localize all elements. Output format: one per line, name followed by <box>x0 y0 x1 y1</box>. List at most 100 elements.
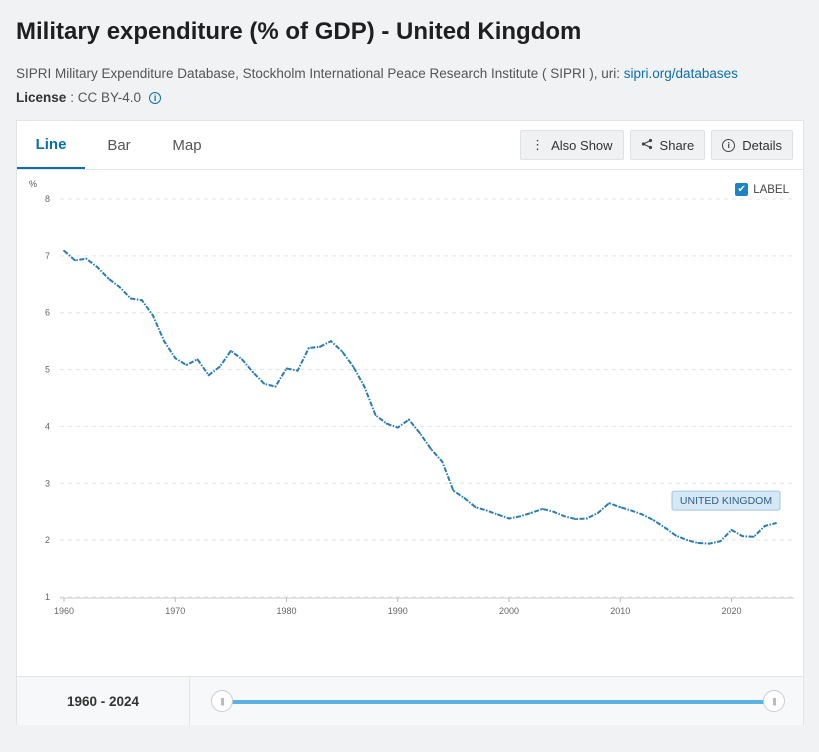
data-point <box>619 506 622 509</box>
x-tick-label: 2020 <box>721 606 741 616</box>
data-point <box>252 371 255 374</box>
data-point <box>118 286 121 289</box>
y-tick-label: 2 <box>45 535 50 545</box>
data-point <box>285 367 288 370</box>
tab-bar[interactable]: Bar <box>107 136 131 154</box>
view-tabs: Line Bar Map <box>17 121 221 169</box>
data-point <box>107 277 110 280</box>
chart-card: Line Bar Map ⋮ Also Show Share i Details… <box>16 120 804 725</box>
data-point <box>263 382 266 385</box>
data-point <box>674 534 677 537</box>
data-point <box>185 364 188 366</box>
also-show-button[interactable]: ⋮ Also Show <box>520 130 624 160</box>
data-point <box>563 515 566 518</box>
info-circle-icon: i <box>722 138 736 152</box>
data-point <box>385 422 388 425</box>
data-point <box>663 526 666 529</box>
data-point <box>218 365 221 368</box>
y-tick-label: 5 <box>45 365 50 375</box>
data-point <box>530 511 533 514</box>
source-link[interactable]: sipri.org/databases <box>623 66 738 81</box>
data-point <box>419 432 421 435</box>
checkbox-checked-icon[interactable]: ✔ <box>735 183 749 196</box>
data-point <box>519 515 522 518</box>
data-point <box>585 517 588 520</box>
data-point <box>74 259 77 262</box>
range-footer: 1960 - 2024 ||| ||| <box>17 676 803 725</box>
year-range-label: 1960 - 2024 <box>17 677 190 725</box>
data-point <box>552 510 555 513</box>
data-point <box>597 511 599 514</box>
data-point <box>508 517 510 520</box>
data-point <box>430 448 433 451</box>
x-tick-label: 1980 <box>276 606 296 616</box>
y-tick-label: 6 <box>45 308 50 318</box>
data-point <box>697 542 700 544</box>
kebab-menu-icon: ⋮ <box>531 137 545 152</box>
share-label: Share <box>659 137 695 153</box>
series-label-box <box>671 490 781 511</box>
tab-map[interactable]: Map <box>172 136 202 154</box>
chart-actions: ⋮ Also Show Share i Details <box>520 130 793 160</box>
data-point <box>307 347 310 349</box>
data-point <box>140 299 143 302</box>
share-button[interactable]: Share <box>629 130 706 160</box>
data-point <box>374 414 377 416</box>
source-line: SIPRI Military Expenditure Database, Sto… <box>16 66 738 81</box>
data-point <box>708 542 711 545</box>
data-point <box>330 340 332 343</box>
data-point <box>207 374 210 377</box>
range-slider-end-handle[interactable]: ||| <box>763 690 785 712</box>
data-point <box>719 540 722 543</box>
data-point <box>608 502 611 505</box>
also-show-label: Also Show <box>551 137 613 153</box>
license-label: License <box>16 90 67 105</box>
data-point <box>229 349 232 352</box>
tab-divider <box>17 169 803 170</box>
details-button[interactable]: i Details <box>711 130 793 160</box>
data-point <box>641 513 644 516</box>
tab-line[interactable]: Line <box>17 121 85 169</box>
data-point <box>318 345 321 348</box>
data-point <box>352 365 355 368</box>
range-slider-start-handle[interactable]: ||| <box>211 690 233 712</box>
data-point <box>296 369 299 372</box>
x-tick-label: 1990 <box>388 606 408 616</box>
x-tick-label: 2010 <box>610 606 630 616</box>
y-tick-label: 7 <box>45 251 50 261</box>
line-chart: % 1 2 3 4 5 6 7 8 1960 1970 1980 1990 2000 2010 2020 UNI… <box>29 179 794 616</box>
data-point <box>686 539 688 542</box>
series-line-united-kingdom <box>63 249 777 545</box>
license-line: License : CC BY-4.0 i <box>16 90 162 105</box>
y-tick-label: 1 <box>45 592 50 602</box>
data-point <box>452 489 455 492</box>
data-point <box>763 525 766 527</box>
data-point <box>85 257 88 260</box>
label-toggle[interactable]: ✔ LABEL <box>735 183 789 196</box>
source-text: SIPRI Military Expenditure Database, Sto… <box>16 66 624 81</box>
data-point <box>652 519 655 522</box>
x-tick-label: 1970 <box>165 606 185 616</box>
details-label: Details <box>742 137 782 153</box>
data-point <box>730 529 733 531</box>
share-icon <box>641 138 653 153</box>
y-tick-label: 3 <box>45 478 50 488</box>
data-point <box>496 513 499 516</box>
data-point <box>63 249 65 252</box>
range-slider-track[interactable] <box>222 700 775 704</box>
data-point <box>407 418 410 421</box>
data-point <box>129 297 132 300</box>
x-tick-label: 2000 <box>499 606 519 616</box>
data-point <box>574 518 577 521</box>
data-point <box>341 350 344 353</box>
y-tick-label: 8 <box>45 194 50 204</box>
data-point <box>630 509 633 512</box>
y-tick-label: 4 <box>45 421 50 431</box>
data-point <box>163 340 166 343</box>
info-icon[interactable]: i <box>149 91 162 104</box>
data-point <box>96 266 99 269</box>
data-point <box>541 507 544 510</box>
license-value: : CC BY-4.0 <box>70 90 142 105</box>
data-point <box>396 426 399 429</box>
data-point <box>485 509 488 512</box>
